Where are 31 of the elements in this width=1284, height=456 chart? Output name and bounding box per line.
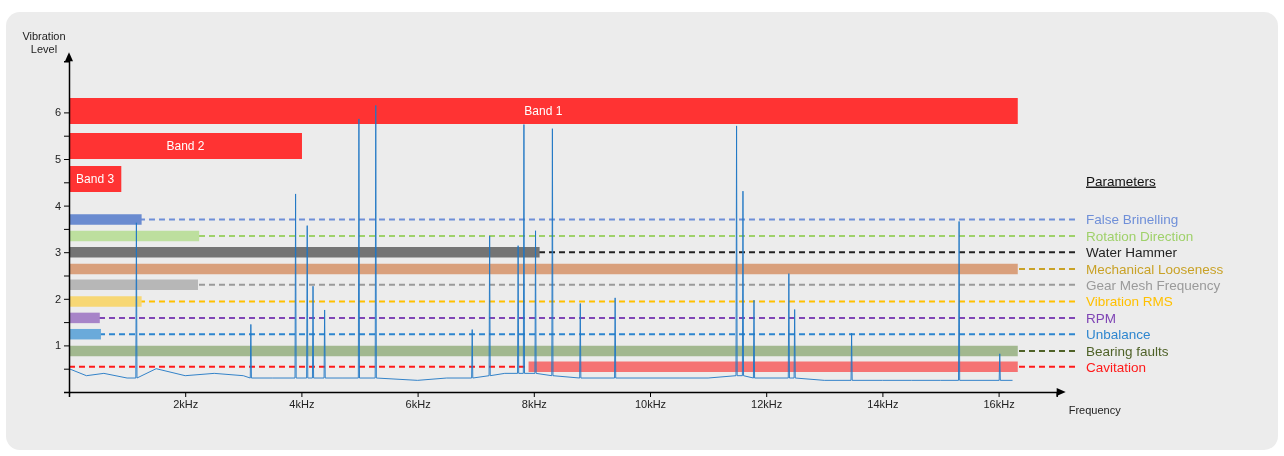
y-tick-label: 5	[54, 153, 61, 166]
ref-line-label: Rotation Direction	[1086, 228, 1194, 244]
x-tick-label: 10kHz	[634, 397, 667, 410]
x-tick-label: 2kHz	[173, 397, 199, 410]
ref-line-label: RPM	[1086, 310, 1116, 326]
y-tick-label: 1	[54, 339, 61, 352]
ref-line-label: Water Hammer	[1086, 244, 1178, 260]
x-tick-label: 12kHz	[751, 397, 783, 410]
x-axis-title: Frequency	[1068, 404, 1122, 416]
x-tick-label: 6kHz	[405, 397, 431, 410]
series-label: Band 3	[76, 172, 115, 187]
line-series	[68, 104, 1014, 381]
y-tick-label: 2	[54, 292, 61, 305]
ref-line-label: Cavitation	[1086, 359, 1147, 375]
series-label: Band 1	[524, 104, 563, 119]
y-axis-title: Vibration Level	[22, 30, 66, 56]
x-tick-label: 14kHz	[867, 397, 899, 410]
series-label: Band 2	[166, 139, 205, 154]
y-tick-label: 3	[54, 246, 61, 259]
y-tick-label: 6	[54, 106, 61, 119]
ref-line-label: Gear Mesh Frequency	[1086, 277, 1221, 293]
x-tick-label: 16kHz	[983, 397, 1015, 410]
y-tick-label: 4	[54, 199, 61, 212]
ref-line-label: Mechanical Looseness	[1086, 261, 1224, 277]
ref-line-label: Unbalance	[1086, 326, 1151, 342]
x-tick-label: 8kHz	[521, 397, 547, 410]
ref-line-label: Bearing faults	[1086, 343, 1169, 359]
ref-line-label: False Brinelling	[1086, 212, 1179, 228]
x-tick-label: 4kHz	[289, 397, 315, 410]
legend-title: Parameters	[1086, 173, 1157, 189]
ref-line-label: Vibration RMS	[1086, 294, 1173, 310]
